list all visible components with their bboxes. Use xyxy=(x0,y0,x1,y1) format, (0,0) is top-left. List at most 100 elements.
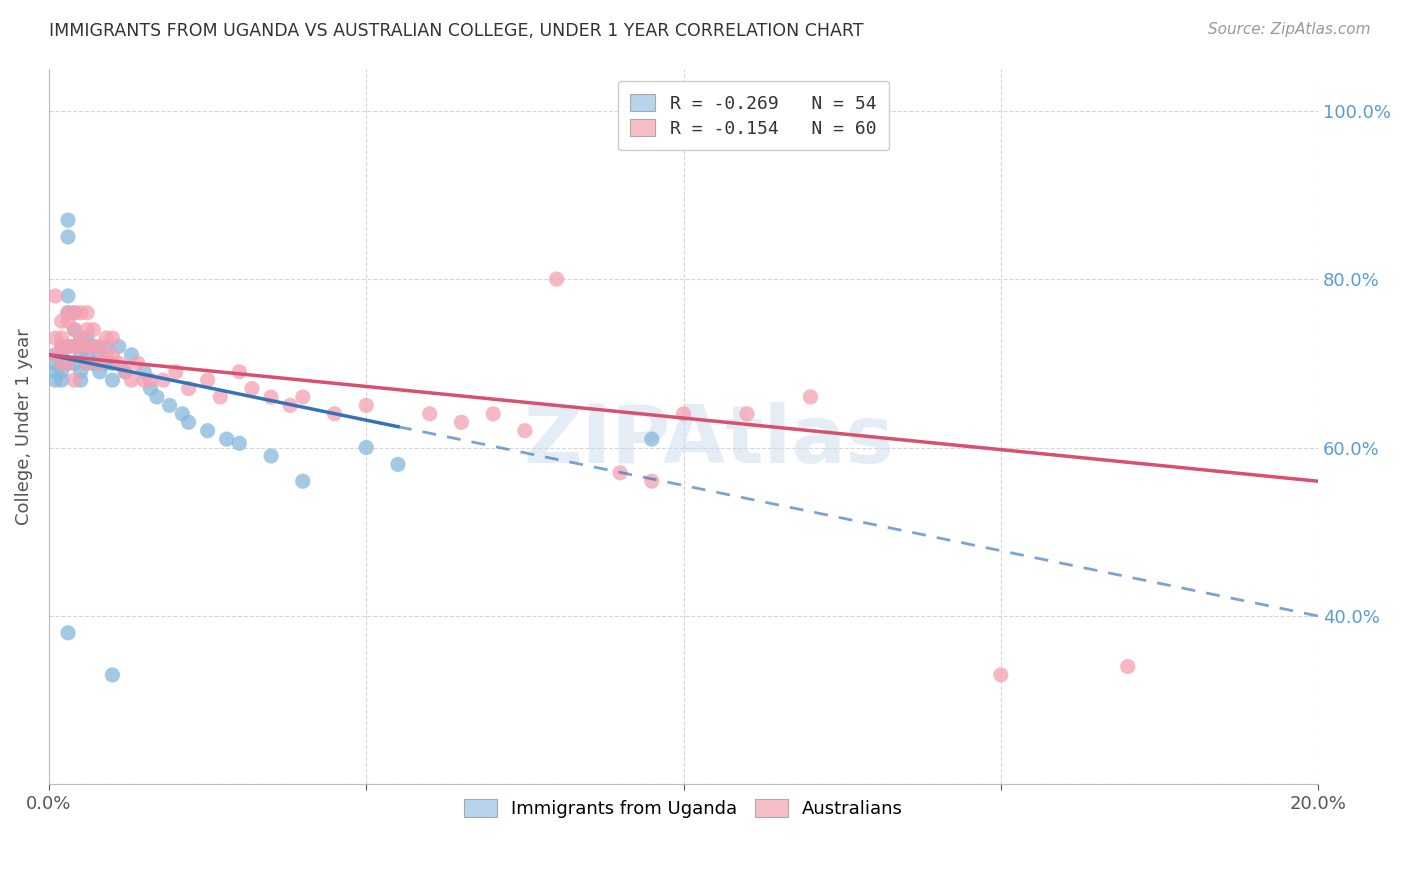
Point xyxy=(56,339,79,353)
Point xyxy=(450,415,472,429)
Point xyxy=(94,348,117,362)
Point xyxy=(513,424,536,438)
Point xyxy=(76,356,98,370)
Point xyxy=(76,331,98,345)
Text: Source: ZipAtlas.com: Source: ZipAtlas.com xyxy=(1208,22,1371,37)
Text: ZIPAtlas: ZIPAtlas xyxy=(523,401,894,480)
Point xyxy=(260,390,283,404)
Point xyxy=(197,424,219,438)
Point xyxy=(69,373,91,387)
Point xyxy=(134,365,156,379)
Point xyxy=(51,356,73,370)
Point xyxy=(51,373,73,387)
Text: IMMIGRANTS FROM UGANDA VS AUSTRALIAN COLLEGE, UNDER 1 YEAR CORRELATION CHART: IMMIGRANTS FROM UGANDA VS AUSTRALIAN COL… xyxy=(49,22,863,40)
Point xyxy=(56,314,79,328)
Point xyxy=(356,399,378,413)
Point xyxy=(114,365,136,379)
Point xyxy=(69,306,91,320)
Point xyxy=(56,356,79,370)
Point xyxy=(101,668,124,682)
Point xyxy=(641,474,664,488)
Point xyxy=(76,356,98,370)
Point xyxy=(114,365,136,379)
Point xyxy=(482,407,505,421)
Point xyxy=(76,348,98,362)
Point xyxy=(419,407,441,421)
Point xyxy=(44,331,66,345)
Point xyxy=(139,382,162,396)
Point xyxy=(51,339,73,353)
Point xyxy=(94,356,117,370)
Point xyxy=(121,348,143,362)
Point xyxy=(56,289,79,303)
Point xyxy=(56,306,79,320)
Point xyxy=(44,348,66,362)
Point xyxy=(44,356,66,370)
Point xyxy=(56,356,79,370)
Point xyxy=(127,356,149,370)
Point xyxy=(44,365,66,379)
Point xyxy=(134,373,156,387)
Point xyxy=(121,373,143,387)
Point xyxy=(82,339,104,353)
Point xyxy=(609,466,631,480)
Point xyxy=(63,339,86,353)
Point xyxy=(89,339,111,353)
Point xyxy=(387,458,409,472)
Point xyxy=(735,407,758,421)
Y-axis label: College, Under 1 year: College, Under 1 year xyxy=(15,328,32,524)
Point xyxy=(799,390,821,404)
Point xyxy=(107,356,129,370)
Point xyxy=(672,407,695,421)
Point xyxy=(94,331,117,345)
Point xyxy=(240,382,263,396)
Point xyxy=(63,373,86,387)
Point xyxy=(56,213,79,227)
Legend: Immigrants from Uganda, Australians: Immigrants from Uganda, Australians xyxy=(457,792,910,825)
Point xyxy=(82,323,104,337)
Point xyxy=(76,323,98,337)
Point xyxy=(44,348,66,362)
Point xyxy=(69,348,91,362)
Point xyxy=(278,399,301,413)
Point xyxy=(82,339,104,353)
Point xyxy=(51,339,73,353)
Point xyxy=(356,441,378,455)
Point xyxy=(51,331,73,345)
Point xyxy=(197,373,219,387)
Point xyxy=(89,356,111,370)
Point xyxy=(260,449,283,463)
Point xyxy=(56,306,79,320)
Point xyxy=(63,339,86,353)
Point xyxy=(101,348,124,362)
Point xyxy=(51,365,73,379)
Point xyxy=(63,323,86,337)
Point xyxy=(63,306,86,320)
Point xyxy=(51,314,73,328)
Point xyxy=(291,390,314,404)
Point xyxy=(56,625,79,640)
Point xyxy=(76,306,98,320)
Point xyxy=(546,272,568,286)
Point xyxy=(63,323,86,337)
Point xyxy=(990,668,1012,682)
Point xyxy=(641,432,664,446)
Point xyxy=(94,339,117,353)
Point xyxy=(51,356,73,370)
Point xyxy=(76,339,98,353)
Point xyxy=(146,390,169,404)
Point xyxy=(107,339,129,353)
Point xyxy=(101,331,124,345)
Point xyxy=(291,474,314,488)
Point xyxy=(228,436,250,450)
Point xyxy=(177,382,200,396)
Point xyxy=(165,365,187,379)
Point xyxy=(69,339,91,353)
Point xyxy=(63,306,86,320)
Point xyxy=(44,289,66,303)
Point xyxy=(76,339,98,353)
Point xyxy=(69,331,91,345)
Point xyxy=(159,399,181,413)
Point xyxy=(89,365,111,379)
Point xyxy=(172,407,194,421)
